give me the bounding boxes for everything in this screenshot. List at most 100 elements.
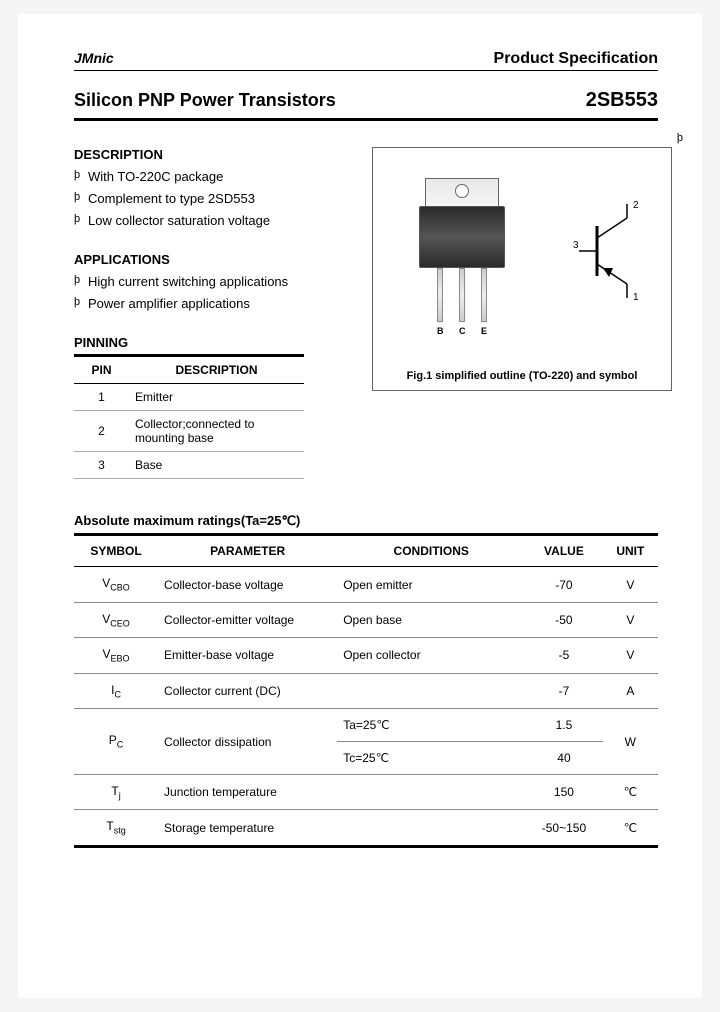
pin-number: 1: [74, 384, 129, 411]
symbol-cell: IC: [74, 673, 158, 708]
symbol-cell: VCBO: [74, 567, 158, 602]
product-title: Silicon PNP Power Transistors: [74, 90, 336, 111]
applications-item: Power amplifier applications: [74, 293, 354, 315]
table-row: VCBO Collector-base voltage Open emitter…: [74, 567, 658, 602]
param-cell: Collector-base voltage: [158, 567, 337, 602]
symbol-cell: Tstg: [74, 810, 158, 846]
value-cell: -5: [525, 638, 602, 673]
col-parameter: PARAMETER: [158, 535, 337, 567]
figure-box: þ B C E: [372, 147, 672, 391]
pin-desc: Base: [129, 452, 304, 479]
abs-max-table: SYMBOL PARAMETER CONDITIONS VALUE UNIT V…: [74, 533, 658, 847]
lead-label: C: [459, 326, 466, 336]
col-conditions: CONDITIONS: [337, 535, 525, 567]
cond-cell: [337, 673, 525, 708]
lead-label: B: [437, 326, 444, 336]
package-lead: [437, 268, 443, 322]
package-hole: [455, 184, 469, 198]
cond-cell: Ta=25℃: [337, 709, 525, 742]
param-cell: Collector current (DC): [158, 673, 337, 708]
package-lead: [459, 268, 465, 322]
table-row: PC Collector dissipation Ta=25℃ 1.5 W: [74, 709, 658, 742]
applications-item: High current switching applications: [74, 271, 354, 293]
pinning-header-row: PIN DESCRIPTION: [74, 356, 304, 384]
description-item: With TO-220C package: [74, 166, 354, 188]
pin-number: 2: [74, 411, 129, 452]
abs-max-header-row: SYMBOL PARAMETER CONDITIONS VALUE UNIT: [74, 535, 658, 567]
title-row: Silicon PNP Power Transistors 2SB553: [74, 89, 658, 121]
col-unit: UNIT: [603, 535, 658, 567]
table-row: IC Collector current (DC) -7 A: [74, 673, 658, 708]
pinning-heading: PINNING: [74, 335, 354, 350]
symbol-cell: PC: [74, 709, 158, 775]
value-cell: 150: [525, 775, 602, 810]
pinning-table: PIN DESCRIPTION 1 Emitter 2 Collector;co…: [74, 354, 304, 479]
unit-cell: ℃: [603, 810, 658, 846]
package-body: [419, 206, 505, 268]
param-cell: Storage temperature: [158, 810, 337, 846]
value-cell: -50: [525, 602, 602, 637]
figure-caption: Fig.1 simplified outline (TO-220) and sy…: [373, 370, 671, 382]
param-cell: Junction temperature: [158, 775, 337, 810]
table-row: Tj Junction temperature 150 ℃: [74, 775, 658, 810]
datasheet-page: JMnic Product Specification Silicon PNP …: [18, 14, 702, 998]
unit-cell: A: [603, 673, 658, 708]
cond-cell: Open emitter: [337, 567, 525, 602]
symbol-cell: Tj: [74, 775, 158, 810]
pinning-row: 3 Base: [74, 452, 304, 479]
value-cell: -7: [525, 673, 602, 708]
transistor-symbol: 2 3 1: [573, 198, 653, 308]
note-mark: þ: [677, 132, 683, 144]
cond-cell: Open base: [337, 602, 525, 637]
vendor-name: JMnic: [74, 50, 114, 66]
pinning-row: 1 Emitter: [74, 384, 304, 411]
unit-cell: ℃: [603, 775, 658, 810]
param-cell: Collector-emitter voltage: [158, 602, 337, 637]
pinning-row: 2 Collector;connected to mounting base: [74, 411, 304, 452]
col-symbol: SYMBOL: [74, 535, 158, 567]
unit-cell: V: [603, 567, 658, 602]
description-list: With TO-220C package Complement to type …: [74, 166, 354, 232]
package-outline: B C E: [407, 178, 517, 328]
description-item: Complement to type 2SD553: [74, 188, 354, 210]
left-column: DESCRIPTION With TO-220C package Complem…: [74, 147, 354, 479]
part-number: 2SB553: [586, 89, 658, 112]
unit-cell: W: [603, 709, 658, 775]
pinning-col-pin: PIN: [74, 356, 129, 384]
right-column: þ B C E: [372, 147, 672, 479]
upper-columns: DESCRIPTION With TO-220C package Complem…: [74, 147, 658, 479]
value-cell: -50~150: [525, 810, 602, 846]
pin-desc: Collector;connected to mounting base: [129, 411, 304, 452]
symbol-pin-base: 3: [573, 240, 579, 251]
abs-max-title: Absolute maximum ratings(Ta=25℃): [74, 513, 658, 529]
spec-label: Product Specification: [494, 50, 658, 68]
cond-cell: [337, 775, 525, 810]
symbol-cell: VEBO: [74, 638, 158, 673]
unit-cell: V: [603, 602, 658, 637]
cond-cell: Tc=25℃: [337, 742, 525, 775]
value-cell: 1.5: [525, 709, 602, 742]
value-cell: 40: [525, 742, 602, 775]
table-row: VEBO Emitter-base voltage Open collector…: [74, 638, 658, 673]
pinning-col-desc: DESCRIPTION: [129, 356, 304, 384]
lead-label: E: [481, 326, 487, 336]
applications-heading: APPLICATIONS: [74, 252, 354, 267]
param-cell: Emitter-base voltage: [158, 638, 337, 673]
value-cell: -70: [525, 567, 602, 602]
symbol-cell: VCEO: [74, 602, 158, 637]
cond-cell: [337, 810, 525, 846]
pin-desc: Emitter: [129, 384, 304, 411]
unit-cell: V: [603, 638, 658, 673]
param-cell: Collector dissipation: [158, 709, 337, 775]
symbol-pin-collector: 2: [633, 200, 639, 211]
description-heading: DESCRIPTION: [74, 147, 354, 162]
applications-list: High current switching applications Powe…: [74, 271, 354, 315]
col-value: VALUE: [525, 535, 602, 567]
pin-number: 3: [74, 452, 129, 479]
symbol-pin-emitter: 1: [633, 292, 639, 303]
cond-cell: Open collector: [337, 638, 525, 673]
package-lead: [481, 268, 487, 322]
table-row: Tstg Storage temperature -50~150 ℃: [74, 810, 658, 846]
description-item: Low collector saturation voltage: [74, 210, 354, 232]
table-row: VCEO Collector-emitter voltage Open base…: [74, 602, 658, 637]
